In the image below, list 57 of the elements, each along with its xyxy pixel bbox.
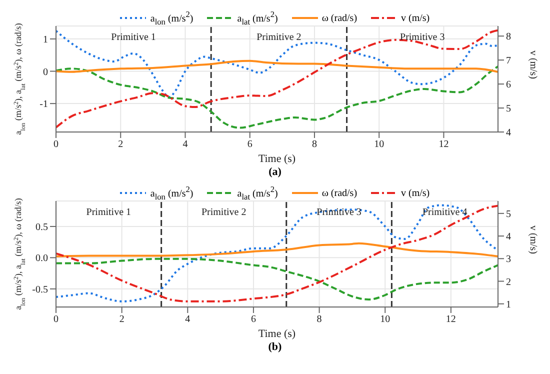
x-axis-title: Time (s): [258, 153, 296, 165]
y-tick-label: -0.5: [32, 284, 48, 296]
y2-tick-label: 1: [506, 299, 511, 310]
x-tick-label: 2: [118, 139, 124, 150]
x-tick-label: 4: [182, 139, 188, 150]
legend-label: ω (rad/s): [322, 12, 358, 24]
y2-tick-label: 8: [506, 32, 511, 43]
legend-label: v (m/s): [401, 12, 430, 24]
x-tick-label: 8: [316, 314, 322, 326]
legend-label: ω (rad/s): [322, 188, 358, 199]
y-tick-label: 0: [43, 66, 48, 78]
y2-tick-label: 4: [506, 232, 511, 243]
line-series: [56, 258, 498, 301]
y2-tick-label: 5: [506, 104, 511, 115]
x-tick-label: 6: [250, 314, 256, 326]
line-series: [56, 60, 498, 73]
y2-tick-label: 5: [506, 208, 511, 220]
line-series: [56, 242, 498, 258]
x-tick-label: 0: [54, 314, 58, 326]
y-tick-label: -1: [40, 99, 48, 110]
legend-label: v (m/s): [401, 188, 430, 199]
legend-label: a$_{lon}$ (m/s$^{2}$): [150, 185, 194, 202]
line-series: [56, 29, 498, 128]
y2-tick-label: 3: [506, 254, 511, 266]
x-tick-label: 10: [374, 139, 384, 150]
x-tick-label: 10: [380, 314, 390, 326]
x-tick-label: 2: [119, 314, 124, 326]
x-tick-label: 4: [185, 314, 190, 326]
annotation: Primitive 4: [422, 207, 468, 218]
y2-tick-label: 4: [506, 128, 511, 139]
x-tick-label: 0: [54, 139, 58, 150]
x-axis-title: Time (s): [258, 328, 296, 340]
text: (b): [267, 341, 283, 355]
y-tick-label: 0.5: [36, 222, 48, 234]
legend-label: a$_{lat}$ (m/s$^{2}$): [237, 185, 278, 202]
y2-tick-label: 7: [506, 56, 511, 67]
y2-tick-label: 6: [506, 80, 511, 91]
line-series: [56, 65, 498, 129]
line-series: [56, 30, 498, 98]
annotation: Primitive 3: [400, 32, 445, 44]
annotation: Primitive 1: [86, 207, 132, 218]
annotation: Primitive 2: [256, 32, 302, 44]
x-tick-label: 12: [446, 314, 456, 326]
annotation: Primitive 1: [111, 32, 156, 44]
y2-axis-title: v (m/s): [527, 225, 538, 254]
x-tick-label: 12: [438, 139, 449, 150]
annotation: Primitive 3: [316, 207, 362, 218]
legend-label: a$_{lon}$ (m/s$^{2}$): [150, 10, 194, 26]
y-tick-label: 1: [43, 34, 48, 46]
x-tick-label: 8: [312, 139, 317, 150]
y2-tick-label: 2: [506, 276, 511, 288]
y2-axis-title: v (m/s): [527, 50, 538, 79]
y-tick-label: 0.0: [36, 253, 48, 264]
legend-label: a$_{lat}$ (m/s$^{2}$): [237, 10, 278, 26]
x-tick-label: 6: [247, 139, 252, 150]
annotation: Primitive 2: [201, 207, 246, 218]
text: (a): [268, 166, 282, 180]
